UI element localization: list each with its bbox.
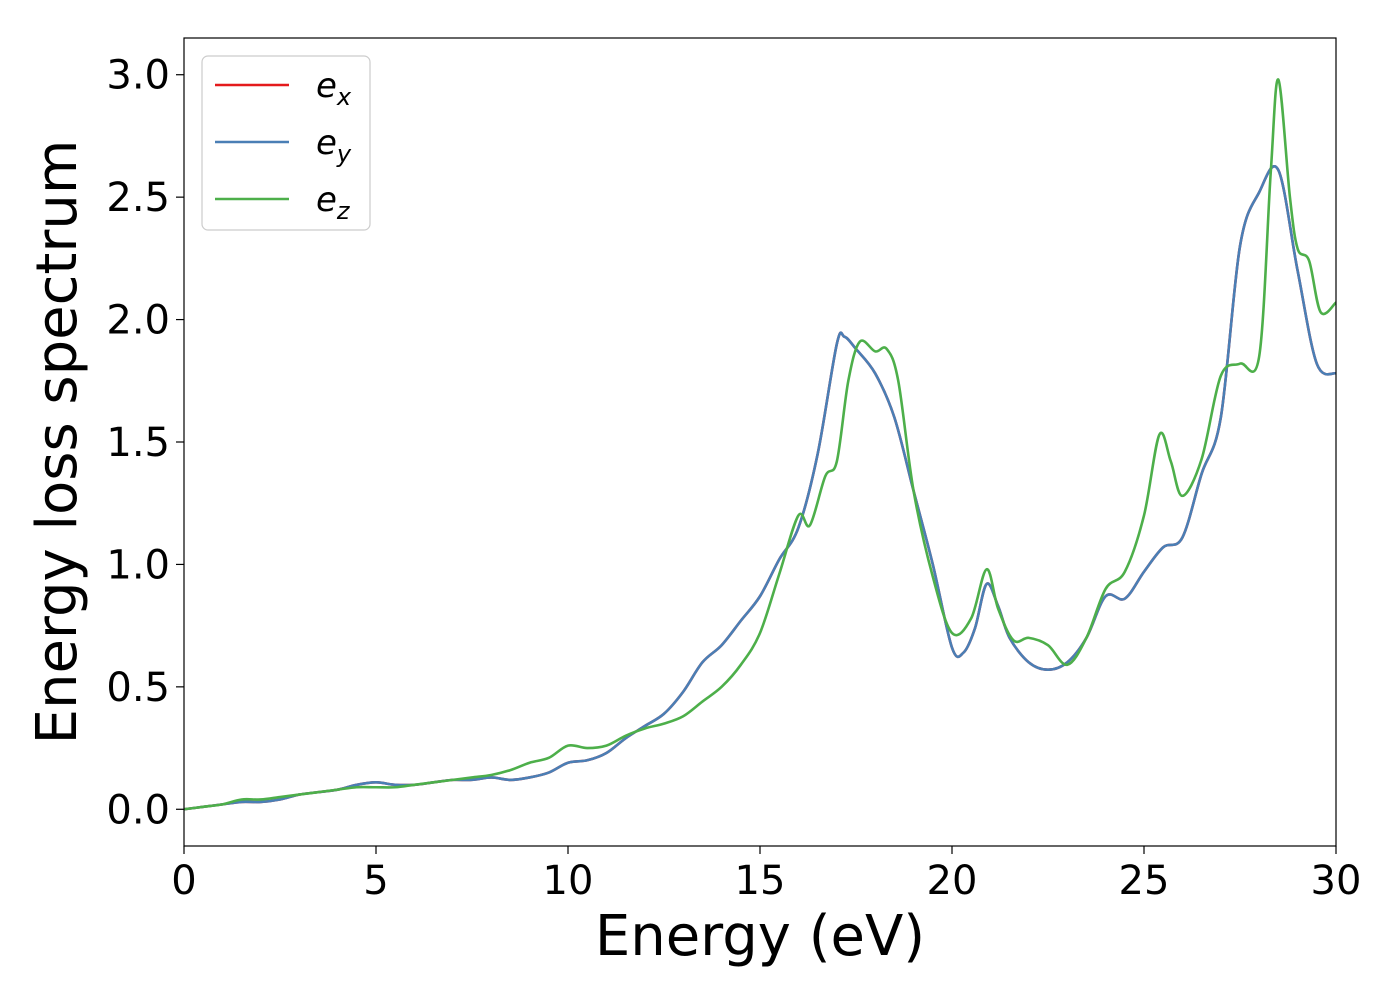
y-axis-ticks: 0.0 0.5 1.0 1.5 2.0 2.5 3.0 (106, 53, 184, 833)
legend-label-e-y: ey (316, 123, 352, 168)
legend-label-e-z: ez (316, 180, 351, 225)
x-axis-label: Energy (eV) (595, 904, 925, 969)
x-axis-ticks: 0 5 10 15 20 25 30 (171, 846, 1361, 904)
y-tick-label: 2.0 (106, 298, 170, 344)
series-line-e-z (184, 78, 1336, 811)
x-tick-label: 25 (1119, 858, 1170, 904)
x-tick-label: 0 (171, 858, 196, 904)
y-tick-label: 1.5 (106, 420, 170, 466)
y-tick-label: 3.0 (106, 53, 170, 99)
x-tick-label: 15 (735, 858, 786, 904)
legend: ex ey ez (201, 55, 371, 231)
series-layer (184, 78, 1336, 811)
y-tick-label: 0.5 (106, 665, 170, 711)
x-tick-label: 10 (543, 858, 594, 904)
legend-label-e-x: ex (316, 66, 352, 111)
series-line-e-x (184, 165, 1336, 811)
x-tick-label: 30 (1311, 858, 1362, 904)
y-tick-label: 2.5 (106, 175, 170, 221)
y-axis-label: Energy loss spectrum (25, 140, 90, 745)
y-tick-label: 1.0 (106, 542, 170, 588)
y-tick-label: 0.0 (106, 787, 170, 833)
x-tick-label: 20 (927, 858, 978, 904)
x-tick-label: 5 (363, 858, 388, 904)
series-line-e-y (184, 165, 1336, 811)
